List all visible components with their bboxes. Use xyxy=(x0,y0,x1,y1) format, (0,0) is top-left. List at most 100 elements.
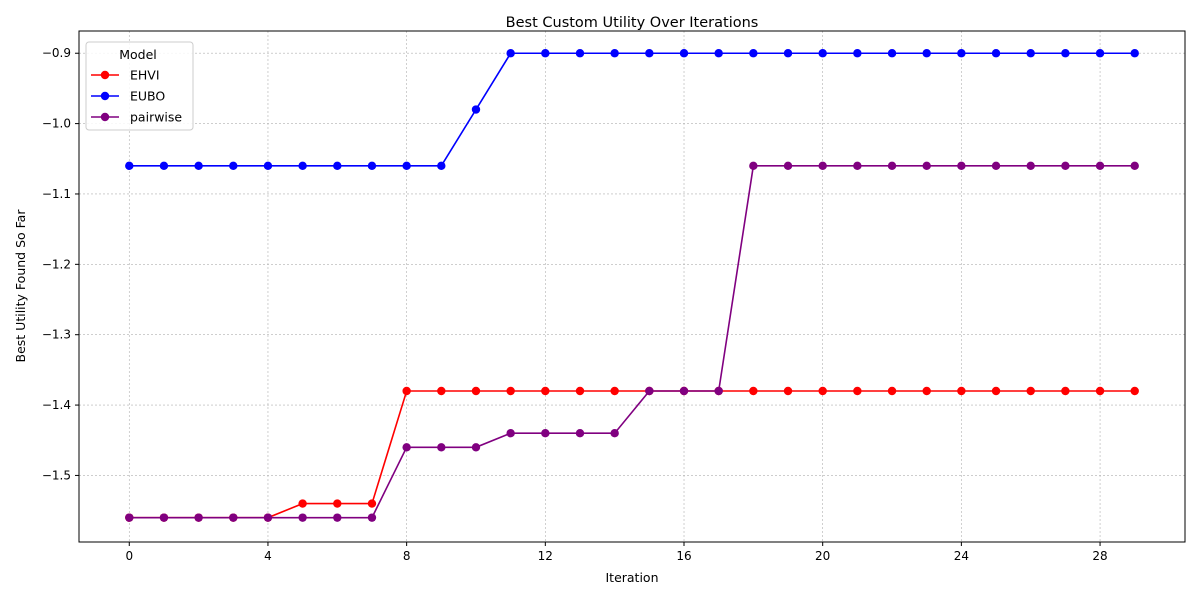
data-point-pairwise xyxy=(714,386,723,396)
data-point-pairwise xyxy=(367,513,377,522)
data-point-pairwise xyxy=(749,161,758,171)
x-tick-label: 8 xyxy=(403,549,411,563)
data-point-ehvi xyxy=(749,386,758,396)
data-point-eubo xyxy=(575,49,585,58)
data-point-pairwise xyxy=(402,443,411,452)
legend-box xyxy=(85,41,194,131)
data-point-eubo xyxy=(367,161,377,171)
data-point-eubo xyxy=(957,49,966,58)
data-point-pairwise xyxy=(506,429,515,438)
data-point-eubo xyxy=(818,49,827,58)
data-point-ehvi xyxy=(298,499,307,508)
data-point-pairwise xyxy=(437,443,446,452)
data-point-pairwise xyxy=(194,513,203,522)
legend-label-eubo: EUBO xyxy=(130,89,165,104)
grid xyxy=(79,31,1185,542)
data-point-ehvi xyxy=(367,499,377,508)
data-point-eubo xyxy=(229,161,238,171)
series-line-eubo xyxy=(129,52,1135,167)
data-point-eubo xyxy=(679,49,689,58)
data-point-pairwise xyxy=(159,513,169,522)
data-point-ehvi xyxy=(1095,386,1105,396)
legend: Model EHVI EUBO pairwise xyxy=(85,41,194,131)
data-point-pairwise xyxy=(1061,161,1070,171)
data-point-pairwise xyxy=(887,161,897,171)
data-point-pairwise xyxy=(125,513,134,522)
data-point-eubo xyxy=(506,49,515,58)
data-point-eubo xyxy=(783,49,793,58)
data-point-eubo xyxy=(853,49,862,58)
data-point-pairwise xyxy=(263,513,273,522)
data-point-eubo xyxy=(159,161,169,171)
y-tick-label: −1.1 xyxy=(42,187,71,201)
series-eubo xyxy=(125,49,1139,171)
data-point-eubo xyxy=(471,105,481,114)
data-point-ehvi xyxy=(610,386,619,396)
legend-items: EHVI EUBO pairwise xyxy=(91,68,182,125)
data-point-pairwise xyxy=(1095,161,1105,171)
data-point-ehvi xyxy=(1130,386,1139,396)
data-point-eubo xyxy=(298,161,307,171)
data-point-ehvi xyxy=(818,386,827,396)
data-point-eubo xyxy=(991,49,1001,58)
data-point-pairwise xyxy=(679,386,689,396)
y-tick-label: −1.2 xyxy=(42,257,71,271)
plot-frame xyxy=(78,30,1186,543)
x-tick-label: 16 xyxy=(676,549,691,563)
data-point-pairwise xyxy=(575,429,585,438)
data-point-eubo xyxy=(1095,49,1105,58)
series-layer xyxy=(125,49,1139,522)
data-point-pairwise xyxy=(991,161,1001,171)
data-point-eubo xyxy=(125,161,134,171)
series-line-pairwise xyxy=(129,165,1135,519)
legend-title: Model xyxy=(119,47,157,62)
data-point-ehvi xyxy=(1026,386,1035,396)
legend-label-pairwise: pairwise xyxy=(130,110,182,125)
data-point-eubo xyxy=(922,49,931,58)
data-point-eubo xyxy=(402,161,411,171)
data-point-ehvi xyxy=(506,386,515,396)
data-point-ehvi xyxy=(437,386,446,396)
data-point-pairwise xyxy=(922,161,931,171)
data-point-eubo xyxy=(714,49,723,58)
x-tick-label: 24 xyxy=(954,549,969,563)
data-point-eubo xyxy=(749,49,758,58)
data-point-eubo xyxy=(541,49,550,58)
chart-title: Best Custom Utility Over Iterations xyxy=(506,15,759,31)
data-point-ehvi xyxy=(402,386,411,396)
legend-marker-ehvi xyxy=(100,70,110,80)
x-tick-label: 12 xyxy=(538,549,553,563)
x-tick-label: 4 xyxy=(264,549,272,563)
data-point-eubo xyxy=(333,161,342,171)
data-point-ehvi xyxy=(991,386,1001,396)
data-point-pairwise xyxy=(610,429,619,438)
x-tick-label: 28 xyxy=(1092,549,1107,563)
data-point-pairwise xyxy=(229,513,238,522)
data-point-ehvi xyxy=(922,386,931,396)
axes: 0 4 8 12 16 20 24 28 −1.5 −1.4 −1.3 −1.2 −1.1 −1.0 −0.… xyxy=(42,46,1108,563)
data-point-pairwise xyxy=(818,161,827,171)
x-tick-label: 0 xyxy=(125,549,133,563)
data-point-eubo xyxy=(887,49,897,58)
data-point-eubo xyxy=(645,49,654,58)
data-point-ehvi xyxy=(333,499,342,508)
y-tick-label: −1.4 xyxy=(42,398,71,412)
data-point-eubo xyxy=(1061,49,1070,58)
data-point-ehvi xyxy=(1061,386,1070,396)
data-point-ehvi xyxy=(471,386,481,396)
legend-label-ehvi: EHVI xyxy=(130,68,160,83)
x-tick-label: 20 xyxy=(815,549,830,563)
data-point-pairwise xyxy=(783,161,793,171)
y-tick-label: −1.5 xyxy=(42,468,71,482)
y-axis-label: Best Utility Found So Far xyxy=(13,209,28,363)
data-point-pairwise xyxy=(471,443,481,452)
data-point-pairwise xyxy=(298,513,307,522)
y-tick-label: −1.0 xyxy=(42,117,71,131)
data-point-eubo xyxy=(437,161,446,171)
data-point-eubo xyxy=(1026,49,1035,58)
series-pairwise xyxy=(125,161,1139,522)
data-point-ehvi xyxy=(957,386,966,396)
x-axis-label: Iteration xyxy=(605,570,658,585)
